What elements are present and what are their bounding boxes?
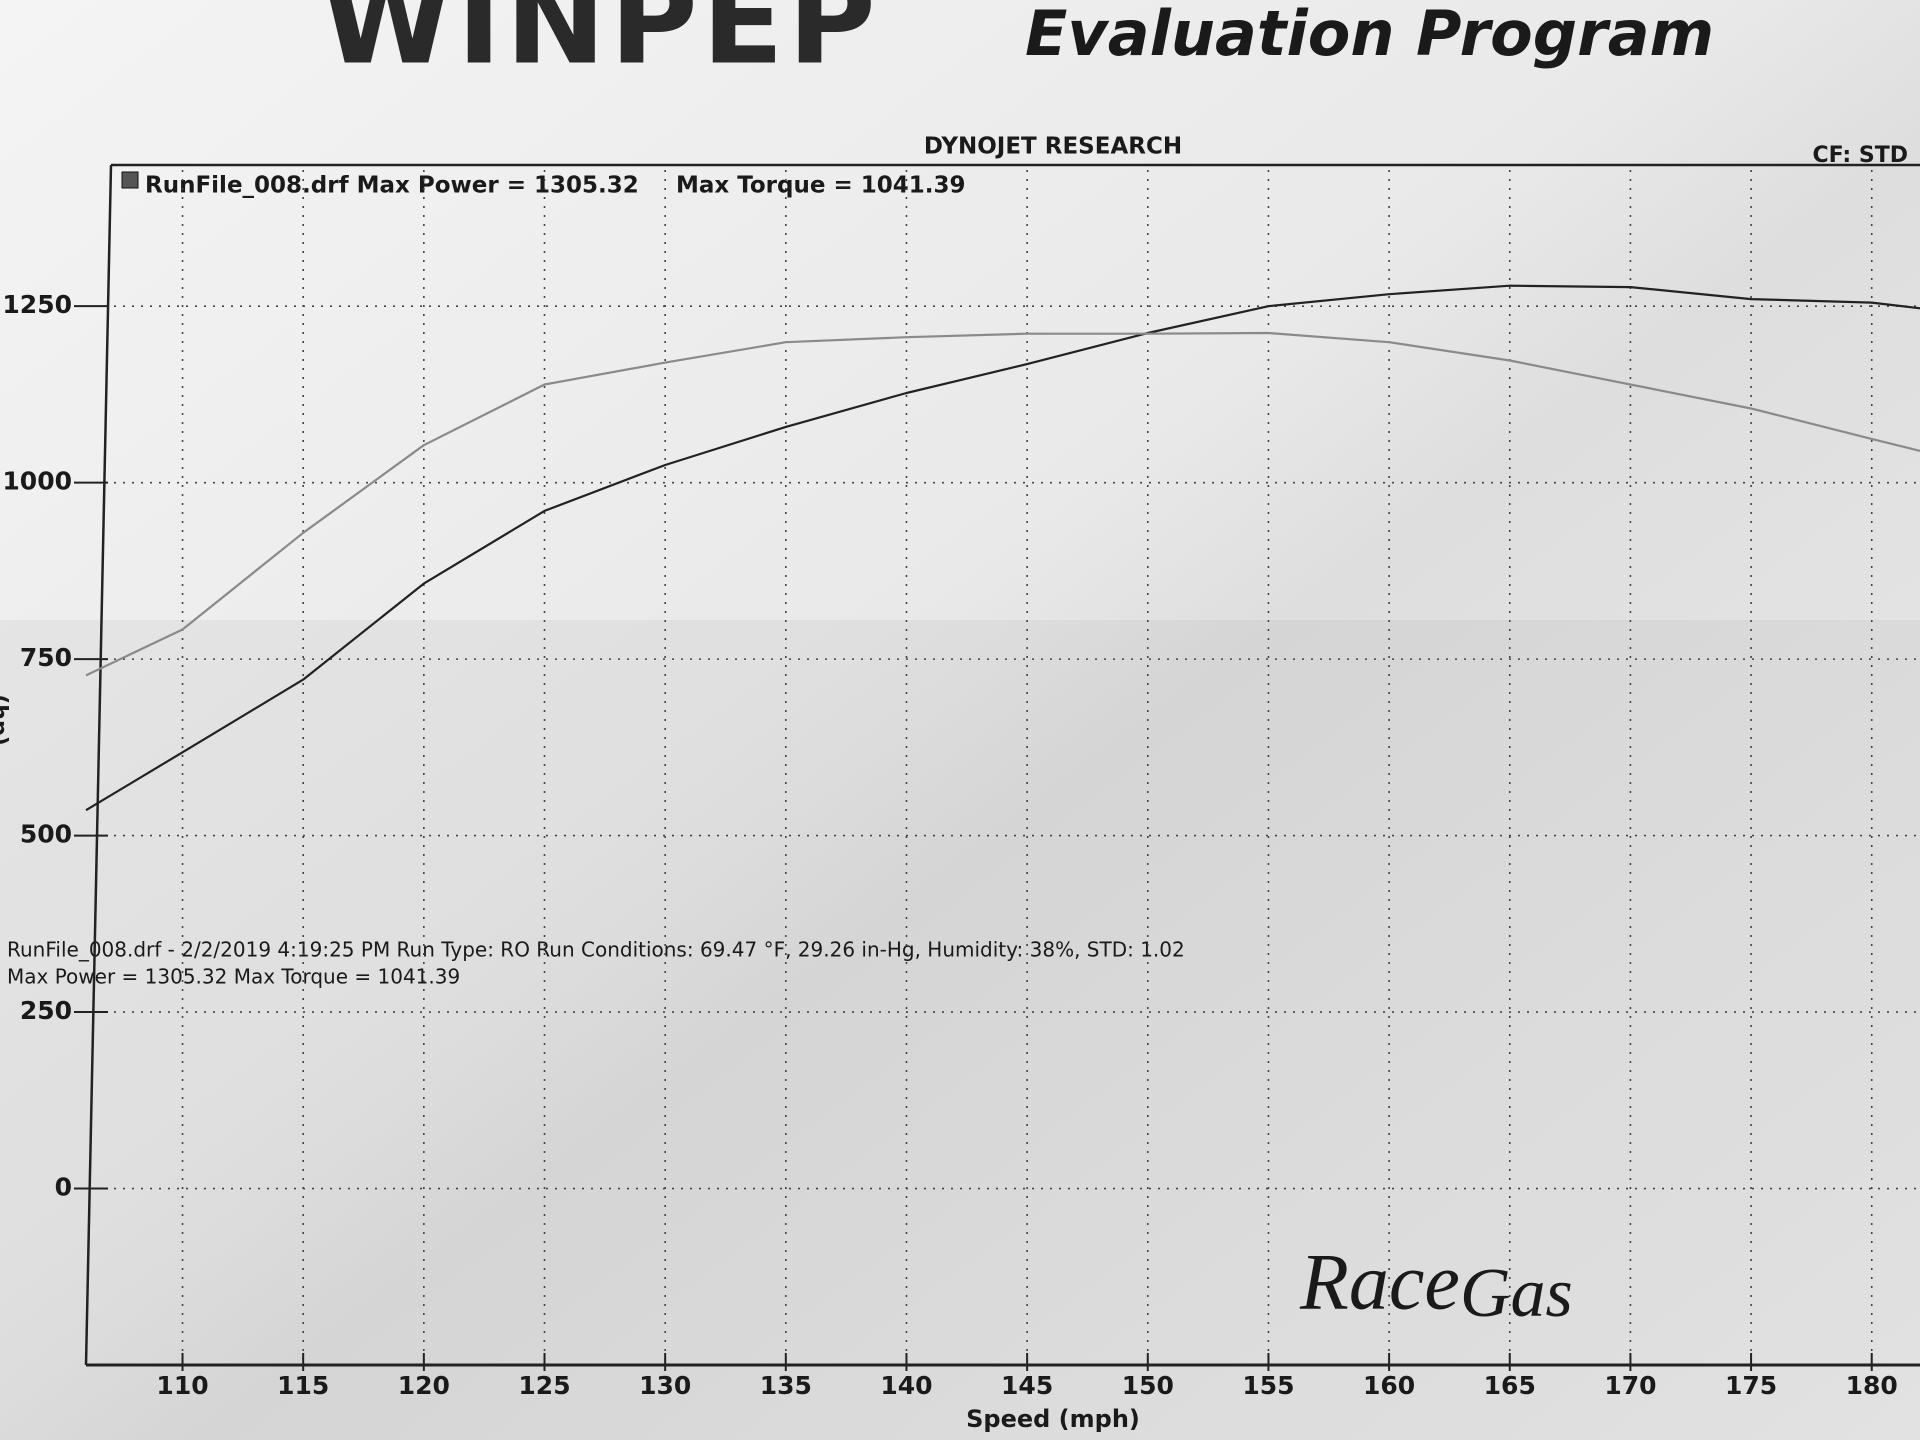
y-axis-label: (hp) — [0, 694, 11, 746]
y-tick-label: 1000 — [2, 467, 72, 496]
y-tick-label: 0 — [55, 1173, 72, 1202]
x-tick-label: 150 — [1122, 1371, 1174, 1400]
x-tick-label: 180 — [1846, 1371, 1898, 1400]
series-line — [85, 284, 1920, 812]
x-tick-label: 115 — [277, 1371, 329, 1400]
legend-text: RunFile_008.drf Max Power = 1305.32 — [145, 173, 639, 199]
x-tick-label: 160 — [1363, 1371, 1415, 1400]
x-axis-label: Speed (mph) — [966, 1405, 1140, 1433]
legend-swatch — [121, 171, 139, 189]
x-tick-label: 170 — [1604, 1371, 1656, 1400]
run-info: RunFile_008.drf - 2/2/2019 4:19:25 PM Ru… — [7, 938, 1185, 962]
series-line — [85, 331, 1920, 677]
x-tick-label: 120 — [398, 1371, 450, 1400]
x-tick-label: 155 — [1242, 1371, 1294, 1400]
legend-text: Max Torque = 1041.39 — [676, 173, 966, 199]
run-info: Max Power = 1305.32 Max Torque = 1041.39 — [7, 965, 460, 989]
header: Evaluation Program — [1025, 0, 1714, 70]
y-axis — [84, 164, 113, 1366]
x-tick-label: 125 — [518, 1371, 570, 1400]
y-tick-label: 750 — [20, 643, 72, 672]
x-tick-label: 175 — [1725, 1371, 1777, 1400]
y-tick-label: 500 — [20, 820, 72, 849]
y-tick-label: 1250 — [2, 290, 72, 319]
handwriting: Gas — [1460, 1255, 1573, 1332]
x-tick-label: 145 — [1001, 1371, 1053, 1400]
x-tick-label: 135 — [760, 1371, 812, 1400]
fold-shade — [0, 620, 1920, 1440]
x-tick-label: 110 — [156, 1371, 208, 1400]
y-tick-label: 250 — [20, 996, 72, 1025]
handwriting: Race — [1299, 1238, 1460, 1326]
x-tick-label: 130 — [639, 1371, 691, 1400]
x-tick-label: 165 — [1484, 1371, 1536, 1400]
logo: WINPEP — [320, 0, 879, 92]
x-tick-label: 140 — [880, 1371, 932, 1400]
chart-title: DYNOJET RESEARCH — [924, 134, 1182, 160]
